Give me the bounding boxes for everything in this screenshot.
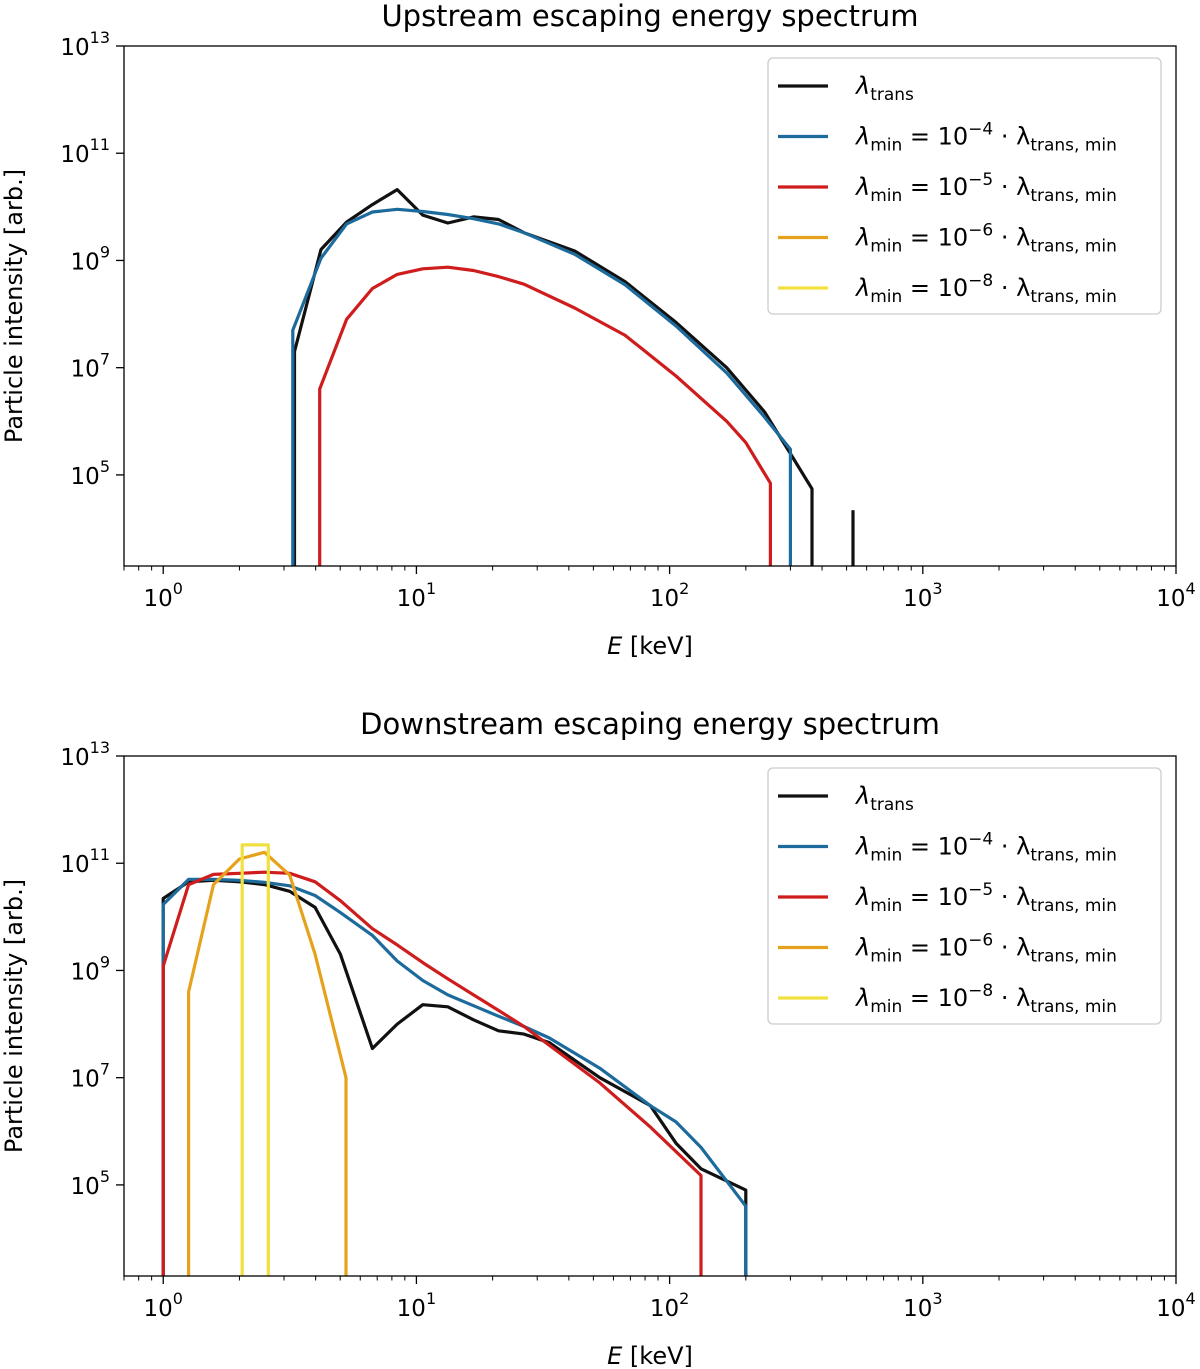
legend: λtrans λmin = 10−4 · λtrans, min λmin = 10… <box>767 57 1162 315</box>
x-tick-label: 103 <box>903 1289 942 1322</box>
legend-label: λmin = 10−4 · λtrans, min <box>854 120 1117 156</box>
y-tick-label: 1011 <box>60 845 110 878</box>
series-group <box>291 188 855 566</box>
series-line-min-e4 <box>161 877 748 1276</box>
series-line-trans <box>292 188 814 566</box>
legend-label: λmin = 10−4 · λtrans, min <box>854 830 1117 866</box>
series-line-min-e6 <box>187 850 348 1276</box>
legend-label: λmin = 10−8 · λtrans, min <box>854 271 1117 307</box>
legend-label: λtrans <box>854 782 914 815</box>
x-axis-label: E [keV] <box>607 1342 693 1369</box>
series-group <box>161 843 748 1276</box>
y-tick-label: 109 <box>71 952 110 985</box>
axes-frame <box>123 45 1177 567</box>
legend-frame <box>767 767 1162 1025</box>
legend-label: λmin = 10−6 · λtrans, min <box>854 931 1117 967</box>
series-line-min-e5 <box>318 265 773 566</box>
y-tick-label: 1011 <box>60 135 110 168</box>
y-tick-label: 109 <box>71 242 110 275</box>
x-tick-label: 103 <box>903 579 942 612</box>
legend: λtrans λmin = 10−4 · λtrans, min λmin = 10… <box>767 767 1162 1025</box>
legend-label: λmin = 10−5 · λtrans, min <box>854 880 1117 916</box>
series-line-min-e5 <box>161 870 703 1276</box>
series-line-min-e4 <box>291 207 793 566</box>
x-tick-label: 100 <box>143 1289 182 1322</box>
legend-label: λmin = 10−6 · λtrans, min <box>854 221 1117 257</box>
y-tick-label: 1013 <box>60 28 110 61</box>
legend-label: λtrans <box>854 72 914 105</box>
y-tick-label: 1013 <box>60 738 110 771</box>
x-tick-label: 104 <box>1156 1289 1195 1322</box>
axes-frame <box>123 755 1177 1277</box>
x-tick-label: 104 <box>1156 579 1195 612</box>
legend-label: λmin = 10−5 · λtrans, min <box>854 170 1117 206</box>
legend-frame <box>767 57 1162 315</box>
y-tick-label: 105 <box>71 1167 110 1200</box>
x-tick-label: 102 <box>650 1289 689 1322</box>
x-tick-label: 101 <box>397 579 436 612</box>
x-tick-label: 100 <box>143 579 182 612</box>
series-line-min-e8 <box>240 843 270 1276</box>
chart-title: Downstream escaping energy spectrum <box>360 707 940 741</box>
x-tick-label: 101 <box>397 1289 436 1322</box>
y-tick-label: 107 <box>71 1060 110 1093</box>
y-axis-label: Particle intensity [arb.] <box>0 879 28 1153</box>
legend-label: λmin = 10−8 · λtrans, min <box>854 981 1117 1017</box>
downstream-panel: Downstream escaping energy spectrum 100 10… <box>0 707 1196 1369</box>
y-tick-label: 105 <box>71 457 110 490</box>
series-line-trans <box>161 878 748 1276</box>
y-axis-label: Particle intensity [arb.] <box>0 169 28 443</box>
y-tick-label: 107 <box>71 350 110 383</box>
chart-title: Upstream escaping energy spectrum <box>381 0 918 33</box>
x-tick-label: 102 <box>650 579 689 612</box>
x-axis-label: E [keV] <box>607 632 693 660</box>
